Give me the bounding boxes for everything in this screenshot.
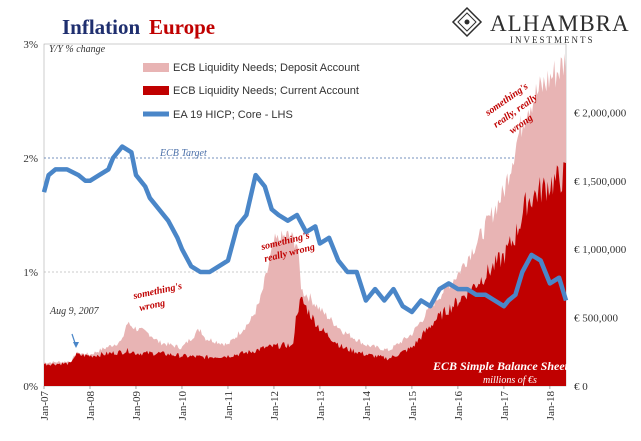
brand-name: ALHAMBRA [490,11,630,36]
annotation-wrong-2: wrong [138,298,166,314]
legend-label-deposit: ECB Liquidity Needs; Deposit Account [173,62,360,74]
areas-layer [44,53,566,386]
x-tick-label: Jan-18 [545,391,557,421]
legend-label-hicp: EA 19 HICP; Core - LHS [173,109,293,121]
left-tick-label: 2% [23,153,38,165]
x-tick-label: Jan-17 [499,391,511,421]
annotation-units: millions of €s [483,375,537,386]
alhambra-logo-icon [451,6,483,38]
x-tick-label: Jan-07 [39,391,51,421]
legend-swatch-current [143,86,169,95]
area-deposit-account [44,53,566,386]
right-tick-label: € 2,000,000 [574,107,627,119]
x-tick-label: Jan-16 [453,391,465,421]
line-hicp-core [41,144,569,315]
legend: ECB Liquidity Needs; Deposit Account ECB… [143,62,360,121]
annotation-balance-sheet: ECB Simple Balance Sheet [432,359,569,373]
chart-title-part2: Europe [149,15,215,39]
annotation-arrow-head-icon [73,342,79,348]
legend-label-current: ECB Liquidity Needs; Current Account [173,85,359,97]
left-axis-ticks: 0% 1% 2% 3% [23,39,38,393]
annotation-aug-2007: Aug 9, 2007 [49,306,100,317]
left-tick-label: 0% [23,381,38,393]
right-tick-label: € 1,500,000 [574,176,627,188]
x-tick-label: Jan-13 [315,391,327,421]
x-tick-label: Jan-12 [269,391,281,420]
chart-title-part1: Inflation [62,15,141,39]
right-tick-label: € 1,000,000 [574,244,627,256]
grid-lines [44,157,566,273]
x-tick-label: Jan-14 [361,391,373,421]
ecb-target-label: ECB Target [159,148,207,159]
right-tick-label: € 0 [574,381,588,393]
x-axis-ticks: Jan-07 Jan-08 Jan-09 Jan-10 Jan-11 Jan-12 Jan-… [39,386,557,420]
x-tick-label: Jan-11 [223,391,235,420]
lines-layer [41,144,569,315]
right-tick-label: € 500,000 [574,313,619,325]
x-tick-label: Jan-15 [407,391,419,421]
right-axis-ticks: € 0 € 500,000 € 1,000,000 € 1,500,000 € 2,00… [574,107,627,393]
legend-swatch-deposit [143,63,169,72]
left-tick-label: 3% [23,39,38,51]
x-tick-label: Jan-08 [85,391,97,421]
left-axis-label: Y/Y % change [49,44,106,55]
brand-sub: INVESTMENTS [510,35,595,45]
left-tick-label: 1% [23,267,38,279]
x-tick-label: Jan-10 [177,391,189,421]
area-current-account [44,162,566,386]
x-tick-label: Jan-09 [131,391,143,421]
